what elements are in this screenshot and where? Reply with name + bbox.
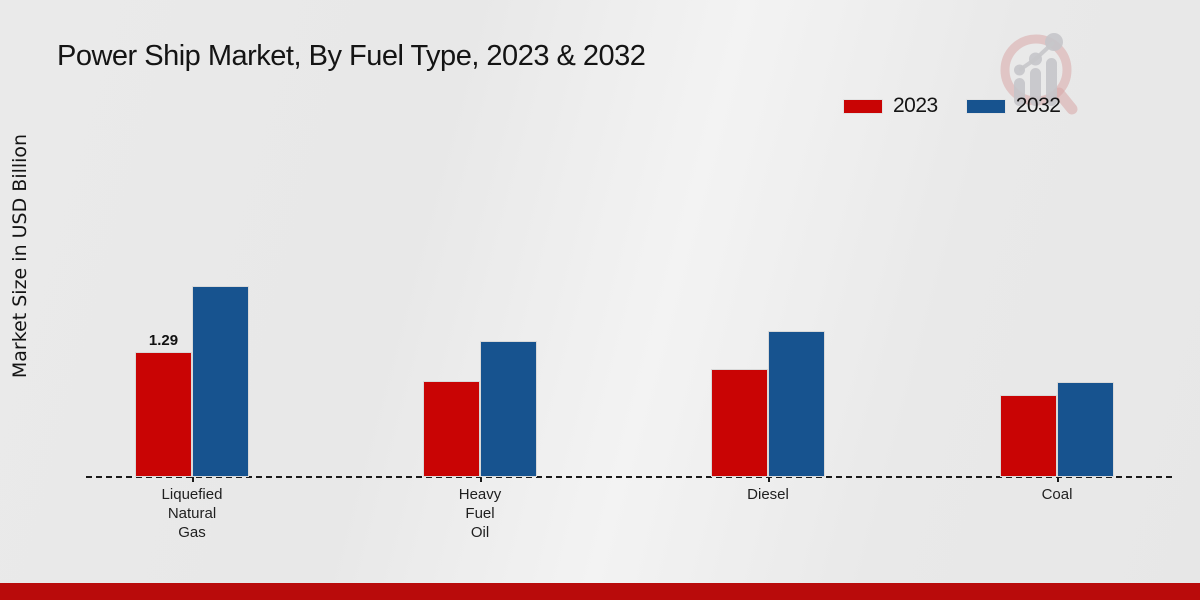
x-category-label-coal: Coal xyxy=(1041,486,1073,503)
legend-label-2023: 2023 xyxy=(893,94,938,117)
bottom-accent-strip xyxy=(0,583,1200,600)
bar-2023-coal xyxy=(1000,395,1057,477)
x-tick-coal xyxy=(1057,477,1059,482)
legend-item-2032: 2032 xyxy=(965,94,1061,118)
bar-2023-diesel xyxy=(711,369,768,477)
legend: 2023 2032 xyxy=(843,94,1061,118)
bar-value-label-2023-liquefied-natural-gas: 1.29 xyxy=(148,332,179,349)
bar-2032-liquefied-natural-gas xyxy=(192,286,249,477)
x-category-label-liquefied-natural-gas: Liquefied Natural Gas xyxy=(161,486,223,541)
bar-2023-heavy-fuel-oil xyxy=(423,381,480,477)
x-tick-liquefied-natural-gas xyxy=(192,477,194,482)
bar-2032-heavy-fuel-oil xyxy=(480,341,537,477)
x-tick-heavy-fuel-oil xyxy=(480,477,482,482)
x-category-label-diesel: Diesel xyxy=(747,486,789,503)
magnifier-bar-chart-logo-icon xyxy=(1000,33,1078,115)
chart-title: Power Ship Market, By Fuel Type, 2023 & … xyxy=(57,40,646,72)
bar-2023-liquefied-natural-gas xyxy=(135,352,192,477)
x-axis-line xyxy=(86,476,1172,478)
legend-item-2023: 2023 xyxy=(843,94,938,118)
legend-label-2032: 2032 xyxy=(1015,94,1061,117)
legend-swatch-2023 xyxy=(843,98,883,114)
legend-swatch-2032 xyxy=(965,98,1006,114)
x-category-label-heavy-fuel-oil: Heavy Fuel Oil xyxy=(458,486,502,541)
x-tick-diesel xyxy=(768,477,770,482)
bar-2032-coal xyxy=(1057,382,1114,477)
bar-2032-diesel xyxy=(768,331,825,477)
